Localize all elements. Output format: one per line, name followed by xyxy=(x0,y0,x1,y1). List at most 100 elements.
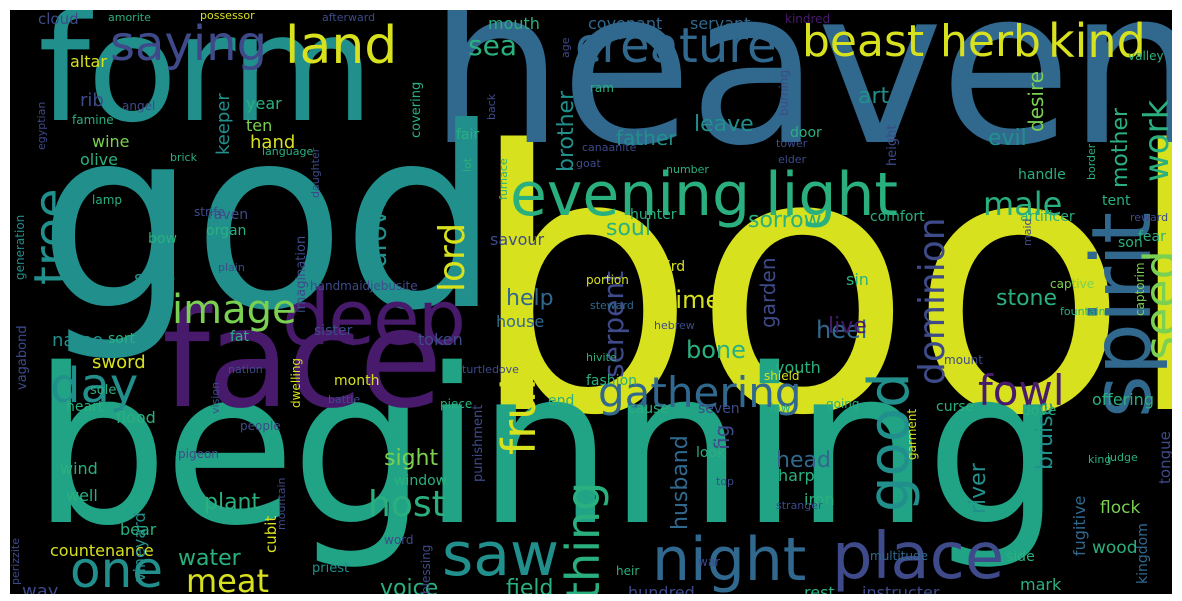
word-cloud: book heaven god form beginning face even… xyxy=(10,10,1172,594)
word: top xyxy=(716,475,735,488)
word: ram xyxy=(590,81,614,95)
word: fear xyxy=(1138,229,1166,245)
word: rib xyxy=(80,90,104,111)
word: gathering xyxy=(598,368,802,417)
word: sake xyxy=(134,268,176,289)
word: brother xyxy=(554,90,579,172)
word: help xyxy=(506,286,554,311)
word: portion xyxy=(586,273,629,287)
word: creature xyxy=(575,18,777,74)
word: lord xyxy=(432,222,473,292)
word: possessor xyxy=(200,10,255,22)
word: keeper xyxy=(213,93,234,155)
word: captorim xyxy=(1133,262,1147,316)
word: saw xyxy=(442,520,560,590)
word: piece xyxy=(440,397,473,411)
word: jebusite xyxy=(370,279,418,293)
word: cause xyxy=(628,401,670,417)
word: thing xyxy=(556,481,610,594)
word: plain xyxy=(218,261,245,274)
word: hebrew xyxy=(654,319,695,332)
word: son xyxy=(1118,235,1143,251)
word: light xyxy=(765,160,898,230)
word: offering xyxy=(1092,390,1154,409)
word: war xyxy=(698,555,721,569)
word: live xyxy=(828,314,867,339)
word: rest xyxy=(804,583,835,595)
word: year xyxy=(246,94,282,113)
word: hundred xyxy=(628,583,695,595)
word: generation xyxy=(13,214,27,280)
word: sight xyxy=(384,446,439,471)
word: art xyxy=(858,84,890,109)
word: number xyxy=(666,163,709,176)
word: name xyxy=(52,330,104,351)
word: kingdom xyxy=(1135,523,1151,584)
word: herb xyxy=(940,16,1041,67)
word: husband xyxy=(668,435,693,530)
word: seven xyxy=(698,401,740,417)
word: king xyxy=(1088,453,1112,466)
word: look xyxy=(696,445,726,461)
word: reward xyxy=(1130,211,1169,224)
word: nation xyxy=(228,363,263,376)
word: leave xyxy=(694,112,754,137)
word: mount xyxy=(944,353,983,367)
word: tower xyxy=(776,137,808,150)
word: cloud xyxy=(38,10,79,28)
word: bear xyxy=(120,520,157,539)
word: host xyxy=(368,484,446,525)
word: steward xyxy=(590,299,634,312)
word: sort xyxy=(108,331,136,347)
word: servant xyxy=(690,14,751,33)
word: instructer xyxy=(862,583,940,595)
word: fat xyxy=(230,329,249,345)
word: hunter xyxy=(630,207,677,223)
word: iron xyxy=(804,490,835,509)
word: artificer xyxy=(1020,209,1075,225)
word: egyptian xyxy=(35,101,48,150)
word: language xyxy=(262,145,314,158)
word: ten xyxy=(246,116,273,135)
word: mountain xyxy=(275,477,288,530)
word: mother xyxy=(1108,107,1133,188)
word: bow xyxy=(148,231,177,247)
word: one xyxy=(70,541,164,594)
word: imagination xyxy=(294,235,309,313)
word: battle xyxy=(328,393,361,406)
word: well xyxy=(66,486,98,505)
word: voice xyxy=(380,576,439,595)
word: fountain xyxy=(1060,305,1106,318)
word: curse xyxy=(936,399,975,415)
word: heart xyxy=(66,399,104,415)
word: door xyxy=(790,125,822,141)
word: pigeon xyxy=(178,447,219,461)
word: flood xyxy=(116,408,156,427)
word: vision xyxy=(209,381,222,414)
word: furnace xyxy=(497,158,510,200)
word: handle xyxy=(1018,167,1066,183)
word: bone xyxy=(686,336,746,364)
word: sword xyxy=(92,352,146,373)
word: god xyxy=(38,74,500,365)
word: heir xyxy=(616,564,640,578)
word: covenant xyxy=(588,14,663,33)
word: sister xyxy=(314,323,353,339)
word: dove xyxy=(1022,403,1057,419)
word: wind xyxy=(60,459,98,478)
word: bird xyxy=(658,259,686,275)
word: father xyxy=(616,126,677,150)
word: beginning xyxy=(32,322,1062,573)
word: valley xyxy=(1128,49,1164,63)
word: word xyxy=(384,533,414,547)
word: priest xyxy=(312,561,350,576)
word: head xyxy=(776,448,831,473)
word: afterward xyxy=(322,11,376,24)
word: flock xyxy=(1100,498,1141,518)
word: hand xyxy=(250,132,296,153)
word: day xyxy=(50,358,139,414)
word: going xyxy=(826,397,860,411)
word: mark xyxy=(1020,575,1062,594)
word: form xyxy=(38,10,374,155)
word: comfort xyxy=(870,209,925,225)
